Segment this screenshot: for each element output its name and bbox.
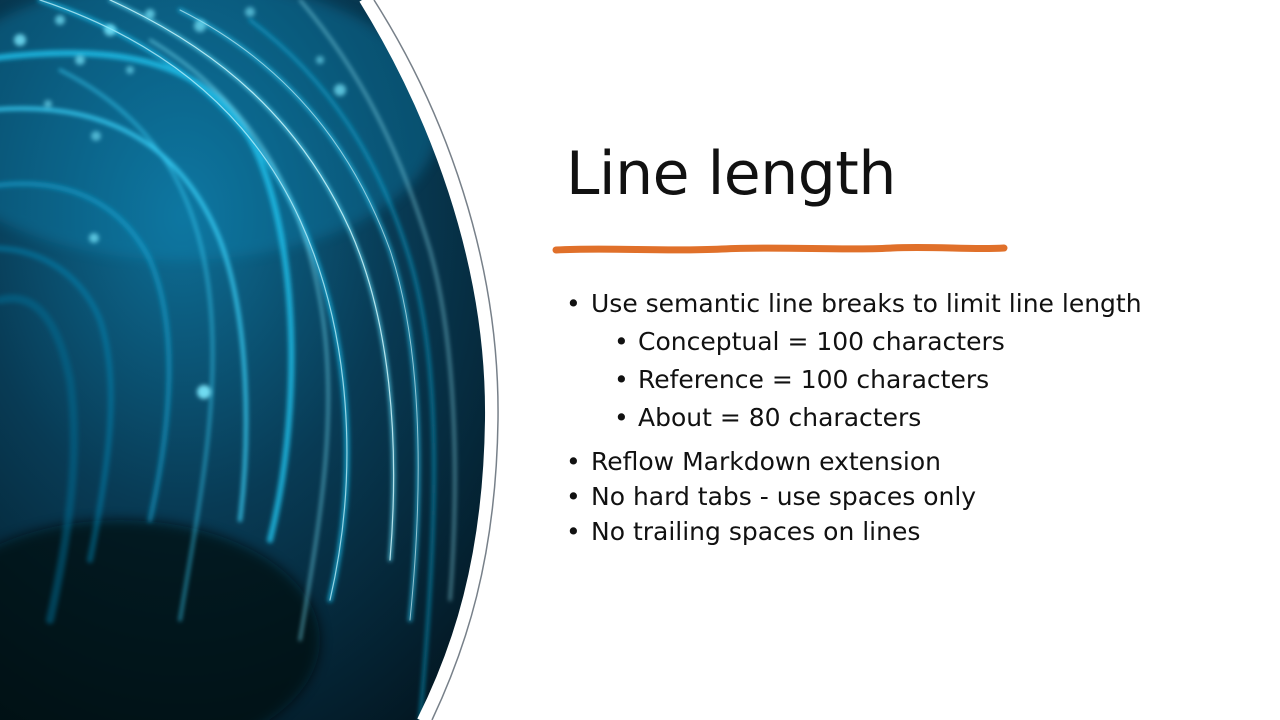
bullet-glyph: • bbox=[614, 365, 629, 394]
bullet-glyph: • bbox=[566, 447, 581, 476]
title-accent-underline bbox=[552, 243, 1008, 254]
bullet-text: Reflow Markdown extension bbox=[591, 447, 941, 476]
sub-bullet-text: Reference = 100 characters bbox=[638, 365, 990, 394]
bullet-text: No trailing spaces on lines bbox=[591, 517, 921, 546]
bullet-item: • Reflow Markdown extension bbox=[566, 444, 1256, 479]
bullet-item: • Use semantic line breaks to limit line… bbox=[566, 284, 1256, 323]
bullet-glyph: • bbox=[614, 403, 629, 432]
bullet-glyph: • bbox=[566, 482, 581, 511]
bullet-glyph: • bbox=[614, 327, 629, 356]
bullet-text: No hard tabs - use spaces only bbox=[591, 482, 977, 511]
slide-title: Line length bbox=[566, 139, 896, 209]
bullet-glyph: • bbox=[566, 289, 581, 318]
bullet-glyph: • bbox=[566, 517, 581, 546]
bullet-item: • No trailing spaces on lines bbox=[566, 514, 1256, 549]
sub-bullet-text: Conceptual = 100 characters bbox=[638, 327, 1005, 356]
sub-bullet-item: • Conceptual = 100 characters bbox=[566, 323, 1256, 361]
bullet-list: • Use semantic line breaks to limit line… bbox=[566, 284, 1256, 549]
sub-bullet-text: About = 80 characters bbox=[638, 403, 922, 432]
bullet-item: • No hard tabs - use spaces only bbox=[566, 479, 1256, 514]
bullet-text: Use semantic line breaks to limit line l… bbox=[591, 289, 1142, 318]
sub-bullet-item: • Reference = 100 characters bbox=[566, 361, 1256, 399]
sub-bullet-item: • About = 80 characters bbox=[566, 399, 1256, 437]
